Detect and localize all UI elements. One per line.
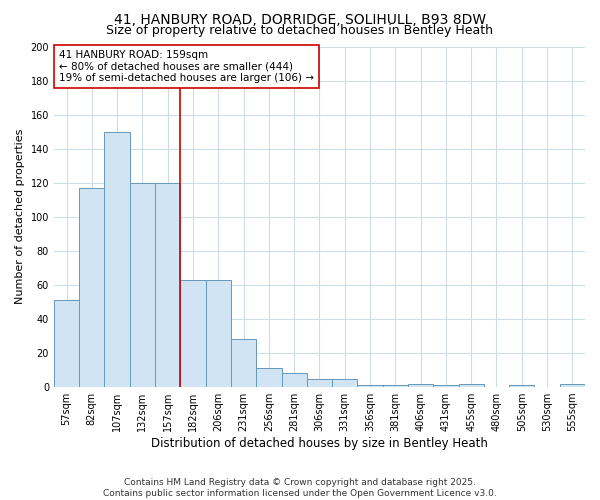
Bar: [79, 188, 104, 387]
Bar: [281, 374, 307, 387]
Bar: [433, 386, 458, 387]
Bar: [358, 386, 383, 387]
Bar: [383, 386, 408, 387]
Bar: [458, 384, 484, 387]
Bar: [181, 280, 206, 387]
Bar: [54, 300, 79, 387]
Text: Contains HM Land Registry data © Crown copyright and database right 2025.
Contai: Contains HM Land Registry data © Crown c…: [103, 478, 497, 498]
Bar: [332, 378, 358, 387]
Y-axis label: Number of detached properties: Number of detached properties: [15, 129, 25, 304]
Bar: [155, 182, 181, 387]
Bar: [104, 132, 130, 387]
Bar: [307, 378, 332, 387]
Bar: [231, 340, 256, 387]
Bar: [408, 384, 433, 387]
Text: 41, HANBURY ROAD, DORRIDGE, SOLIHULL, B93 8DW: 41, HANBURY ROAD, DORRIDGE, SOLIHULL, B9…: [114, 12, 486, 26]
Text: 41 HANBURY ROAD: 159sqm
← 80% of detached houses are smaller (444)
19% of semi-d: 41 HANBURY ROAD: 159sqm ← 80% of detache…: [59, 50, 314, 83]
Bar: [509, 386, 535, 387]
Bar: [256, 368, 281, 387]
X-axis label: Distribution of detached houses by size in Bentley Heath: Distribution of detached houses by size …: [151, 437, 488, 450]
Text: Size of property relative to detached houses in Bentley Heath: Size of property relative to detached ho…: [107, 24, 493, 37]
Bar: [560, 384, 585, 387]
Bar: [130, 182, 155, 387]
Bar: [206, 280, 231, 387]
